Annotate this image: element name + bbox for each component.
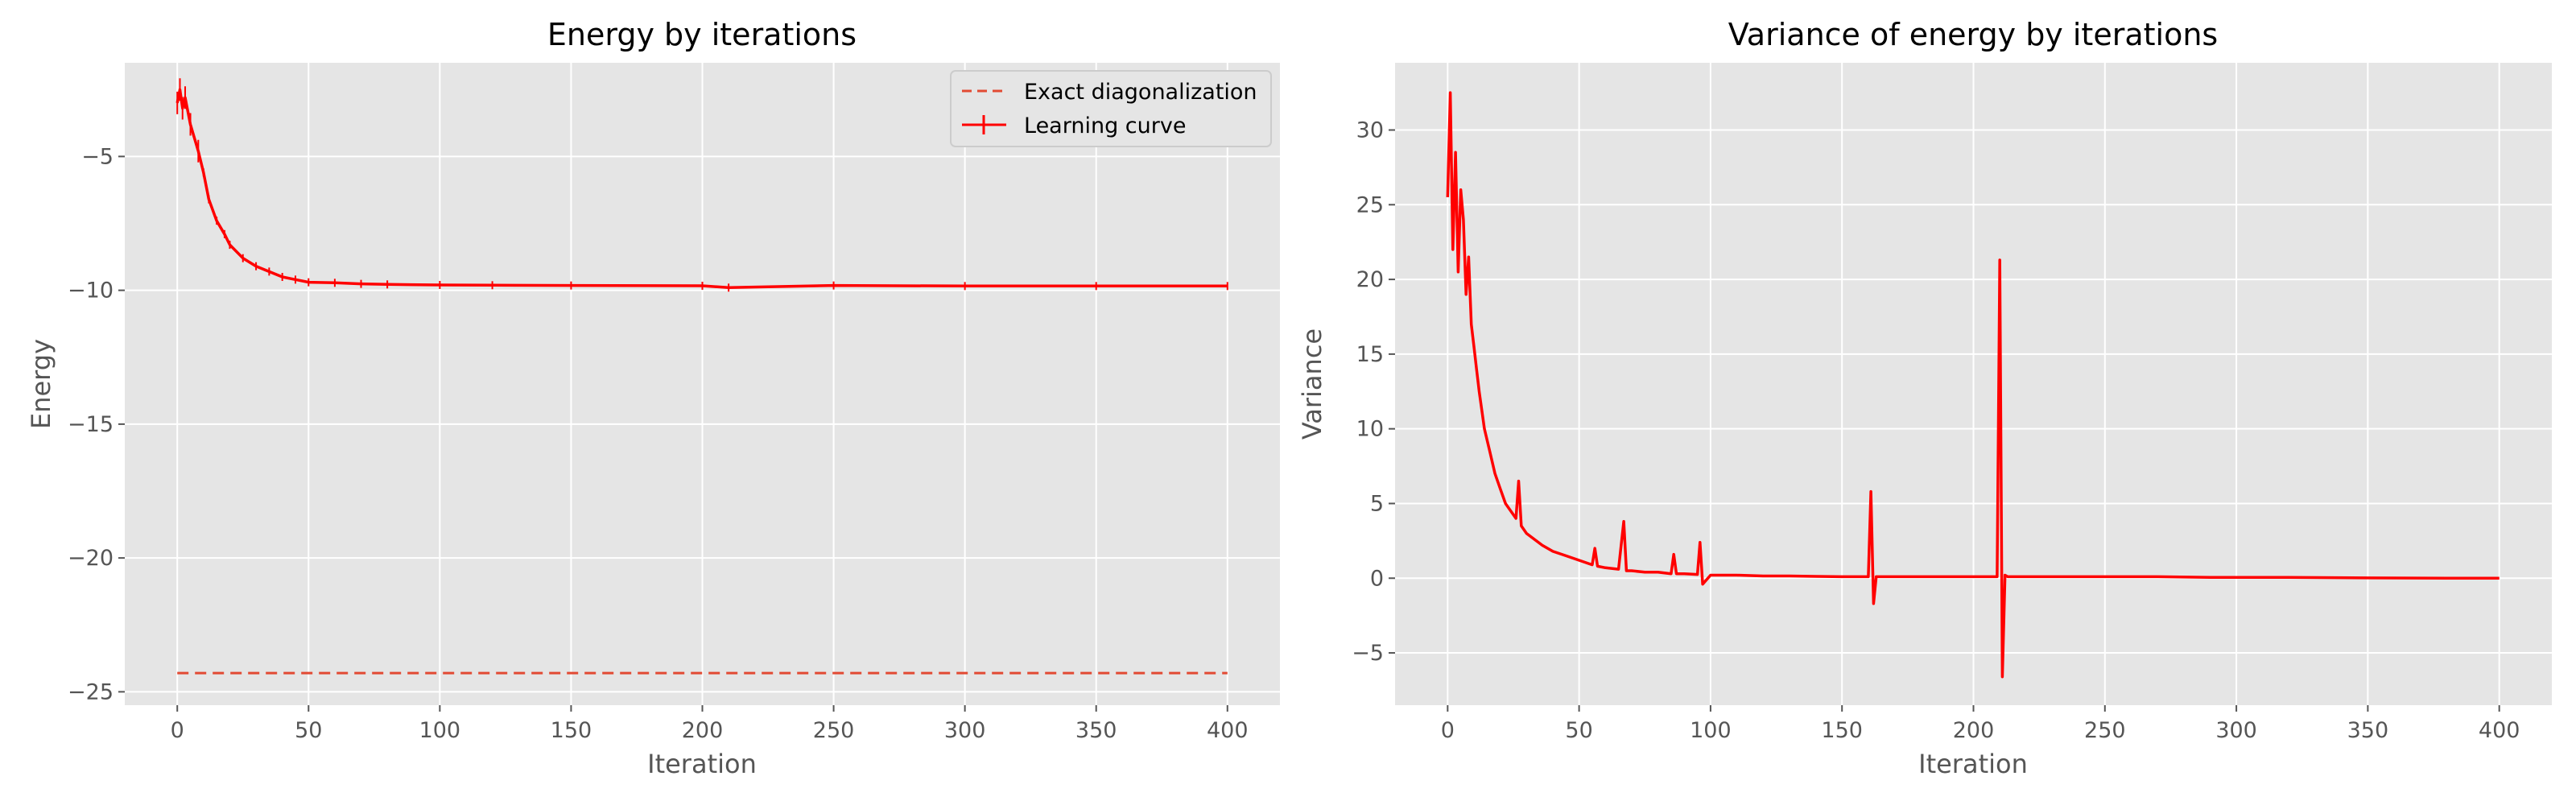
x-tick-label: 350 xyxy=(2347,718,2389,743)
x-tick-label: 400 xyxy=(2479,718,2520,743)
x-tick-label: 150 xyxy=(1821,718,1863,743)
x-tick-label: 200 xyxy=(682,718,724,743)
chart-title: Energy by iterations xyxy=(547,17,857,52)
x-tick-label: 250 xyxy=(813,718,855,743)
series-line-0 xyxy=(1446,91,2500,679)
x-tick-label: 0 xyxy=(1441,718,1455,743)
y-tick-label: 20 xyxy=(1356,267,1384,292)
series-layer xyxy=(175,78,1228,675)
y-tick-label: −5 xyxy=(1352,641,1384,666)
x-axis-label: Iteration xyxy=(1918,749,2028,779)
y-tick-label: 30 xyxy=(1356,118,1384,143)
x-tick-label: 0 xyxy=(171,718,184,743)
x-tick-label: 200 xyxy=(1953,718,1995,743)
y-tick-label: −10 xyxy=(68,279,114,303)
x-tick-label: 50 xyxy=(1565,718,1592,743)
y-tick-label: 25 xyxy=(1356,192,1384,217)
x-tick-label: 250 xyxy=(2084,718,2126,743)
y-tick-label: 0 xyxy=(1370,566,1384,591)
x-tick-label: 350 xyxy=(1075,718,1117,743)
legend-label-learning: Learning curve xyxy=(1024,114,1186,138)
energy-chart: 0 50 100 150 200 250 300 350 400 −5 −10 −15 −20 −25 E… xyxy=(26,17,1280,779)
chart-title: Variance of energy by iterations xyxy=(1728,17,2218,52)
y-tick-label: −20 xyxy=(68,546,114,571)
x-tick-label: 50 xyxy=(295,718,322,743)
y-tick-label: 5 xyxy=(1370,491,1384,516)
x-axis-label: Iteration xyxy=(647,749,757,779)
x-tick-label: 300 xyxy=(944,718,986,743)
x-tick-label: 100 xyxy=(419,718,461,743)
legend-box xyxy=(950,70,1272,147)
y-tick-label: 15 xyxy=(1356,342,1384,367)
x-tick-label: 100 xyxy=(1690,718,1732,743)
y-tick-label: −25 xyxy=(68,679,114,704)
grid xyxy=(1395,63,2552,705)
y-axis-label: Variance xyxy=(1297,328,1327,440)
y-tick-label: −5 xyxy=(81,144,114,169)
x-tick-label: 400 xyxy=(1207,718,1249,743)
y-axis-label: Energy xyxy=(26,339,56,429)
legend: Exact diagonalization Learning curve xyxy=(950,70,1272,147)
tick-labels: 0 50 100 150 200 250 300 350 400 −5 −10 −15 −20 −25 xyxy=(68,144,1249,743)
legend-label-exact: Exact diagonalization xyxy=(1024,80,1257,105)
y-tick-label: −15 xyxy=(68,412,114,437)
y-tick-label: 10 xyxy=(1356,417,1384,442)
grid xyxy=(125,63,1280,705)
series-layer xyxy=(1446,91,2500,679)
x-tick-label: 150 xyxy=(551,718,592,743)
x-tick-label: 300 xyxy=(2215,718,2257,743)
